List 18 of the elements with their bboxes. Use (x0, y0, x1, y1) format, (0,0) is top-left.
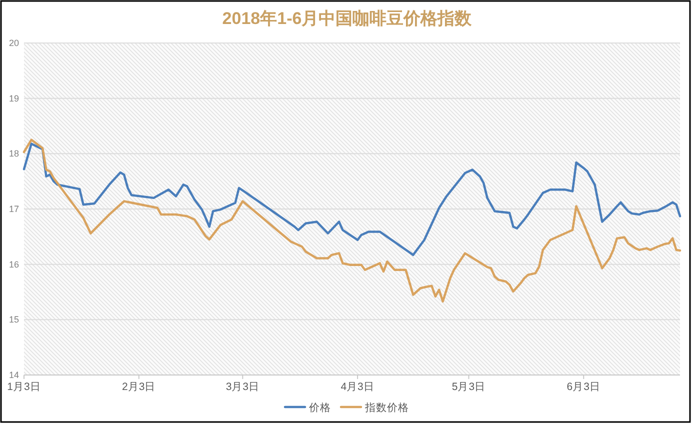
line-series (22, 142, 682, 256)
y-tick-label: 14 (8, 370, 19, 380)
x-tick-label: 2月3日 (122, 381, 156, 393)
chart-title: 2018年1-6月中国咖啡豆价格指数 (222, 9, 473, 28)
y-tick-label: 20 (8, 38, 19, 48)
x-tick-label: 3月3日 (226, 381, 260, 393)
y-tick-label: 19 (8, 93, 19, 104)
x-tick-label: 6月3日 (566, 381, 600, 393)
y-tick-label: 15 (8, 314, 19, 325)
x-tick-label: 1月3日 (7, 381, 41, 393)
legend-label: 价格 (308, 402, 331, 414)
legend-label: 指数价格 (364, 402, 409, 414)
y-tick-label: 17 (8, 204, 19, 214)
x-tick-label: 4月3日 (340, 381, 374, 393)
x-tick-label: 5月3日 (452, 381, 486, 393)
y-tick-label: 16 (8, 259, 19, 270)
line-series (22, 138, 682, 303)
y-tick-label: 18 (8, 148, 19, 159)
